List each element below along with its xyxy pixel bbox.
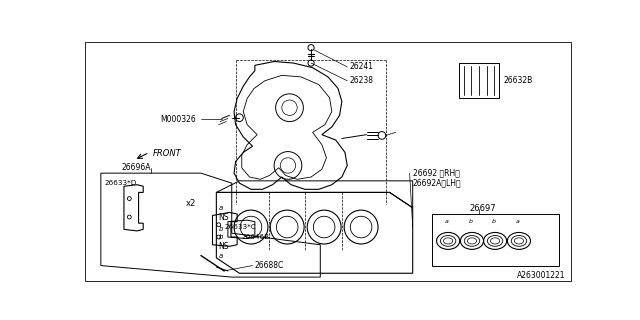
Text: NS: NS xyxy=(219,212,229,221)
Text: a: a xyxy=(219,205,223,211)
Text: 26688C: 26688C xyxy=(254,261,284,270)
Text: a: a xyxy=(515,219,519,224)
Text: 26646B: 26646B xyxy=(242,234,270,240)
Text: 26692A〈LH〉: 26692A〈LH〉 xyxy=(413,179,461,188)
Text: a: a xyxy=(219,252,223,259)
Text: 26632B: 26632B xyxy=(504,76,533,85)
Text: b: b xyxy=(468,219,472,224)
Text: M000326: M000326 xyxy=(160,115,196,124)
Text: 26238: 26238 xyxy=(349,76,374,85)
Text: b: b xyxy=(219,234,223,240)
Text: 26696A: 26696A xyxy=(122,163,151,172)
Text: b: b xyxy=(492,219,495,224)
Text: 26633*C: 26633*C xyxy=(224,224,256,230)
Text: 26692 〈RH〉: 26692 〈RH〉 xyxy=(413,169,460,178)
Text: A263001221: A263001221 xyxy=(516,271,565,280)
Text: FRONT: FRONT xyxy=(152,149,181,158)
Bar xyxy=(459,63,499,98)
Text: NS: NS xyxy=(219,242,229,251)
Text: a: a xyxy=(445,219,449,224)
Bar xyxy=(432,214,559,266)
Text: x2: x2 xyxy=(186,199,196,208)
Text: b: b xyxy=(219,226,223,232)
Text: 26241: 26241 xyxy=(349,62,374,71)
Text: 26633*D: 26633*D xyxy=(105,180,137,186)
Text: 26697: 26697 xyxy=(470,204,496,213)
